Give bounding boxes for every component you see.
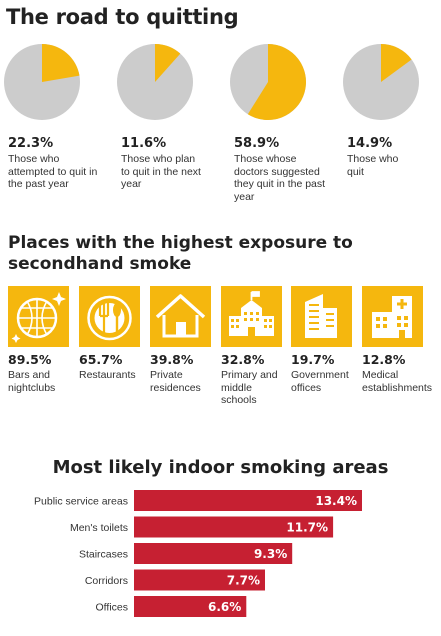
place-caption-medical: Medical establishments: [362, 369, 433, 394]
place-value-residences: 39.8%: [150, 352, 194, 367]
place-caption-schools: Primary and middle schools: [221, 369, 278, 406]
school-icon: [221, 286, 282, 347]
hospital-icon: [362, 286, 423, 347]
disco-ball-icon: [8, 286, 69, 347]
bar-value-label: 9.3%: [254, 547, 287, 561]
pie-group-3: 14.9% Those who quit: [341, 42, 441, 222]
place-value-bars: 89.5%: [8, 352, 52, 367]
pie-caption-0: Those who attempted to quit in the past …: [8, 153, 98, 190]
pie-caption-2: Those whose doctors suggested they quit …: [234, 153, 326, 203]
bar-value-label: 13.4%: [315, 494, 357, 508]
place-value-medical: 12.8%: [362, 352, 406, 367]
exposure-title: Places with the highest exposure to seco…: [8, 233, 353, 274]
house-icon: [150, 286, 211, 347]
pie-value-3: 14.9%: [347, 136, 393, 151]
pie-slice-2: [247, 44, 307, 121]
quitting-title: The road to quitting: [6, 5, 239, 29]
bar: [134, 490, 362, 511]
pie-caption-1: Those who plan to quit in the next year: [121, 153, 201, 190]
bar-value-label: 6.6%: [208, 600, 241, 614]
pie-value-0: 22.3%: [8, 136, 54, 151]
pie-chart-3: [343, 44, 419, 120]
bar-category-label: Public service areas: [34, 496, 128, 508]
pie-caption-3: Those who quit: [347, 153, 399, 178]
bar: [134, 516, 334, 538]
bar-category-label: Offices: [96, 602, 128, 614]
indoor-smoking-bar-chart: Public service areas 13.4% Men's toilets 11…: [34, 490, 362, 617]
pie-slice-1: [155, 44, 181, 82]
indoor-chart-title: Most likely indoor smoking areas: [52, 457, 389, 478]
pie-chart-1: [117, 44, 193, 120]
bar: [134, 569, 265, 591]
place-caption-restaurants: Restaurants: [79, 369, 136, 381]
bar: [134, 543, 293, 564]
bar-category-label: Staircases: [79, 549, 128, 561]
pie-group-2: 58.9% Those whose doctors suggested they…: [228, 42, 338, 222]
pie-chart-0: [4, 44, 80, 120]
pie-value-2: 58.9%: [234, 136, 280, 151]
place-caption-residences: Private residences: [150, 369, 201, 394]
office-building-icon: [291, 286, 352, 347]
bar-category-label: Corridors: [85, 575, 128, 587]
bar: [134, 596, 247, 617]
place-value-government: 19.7%: [291, 352, 335, 367]
place-value-restaurants: 65.7%: [79, 352, 123, 367]
plate-utensils-icon: [79, 286, 140, 347]
pie-chart-2: [230, 44, 307, 121]
pie-value-1: 11.6%: [121, 136, 167, 151]
pie-group-0: 22.3% Those who attempted to quit in the…: [2, 42, 112, 222]
place-caption-bars: Bars and nightclubs: [8, 369, 56, 394]
bar-value-label: 11.7%: [286, 521, 328, 535]
pie-group-1: 11.6% Those who plan to quit in the next…: [115, 42, 225, 222]
bar-category-label: Men's toilets: [70, 522, 128, 534]
pie-slice-3: [381, 44, 412, 82]
bar-value-label: 7.7%: [227, 574, 260, 588]
pie-slice-0: [42, 44, 80, 82]
place-value-schools: 32.8%: [221, 352, 265, 367]
place-caption-government: Government offices: [291, 369, 349, 394]
